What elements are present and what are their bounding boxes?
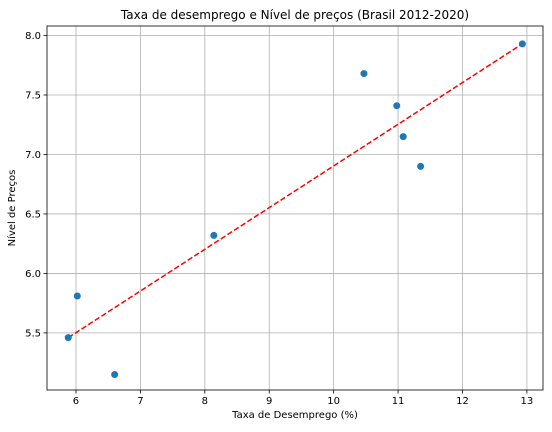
scatter-point <box>111 371 118 378</box>
y-tick-label: 6.0 <box>25 269 41 280</box>
y-tick-label: 7.5 <box>25 90 41 101</box>
x-tick-label: 11 <box>392 396 405 407</box>
scatter-point <box>400 133 407 140</box>
y-tick-label: 5.5 <box>25 328 41 339</box>
scatter-point <box>417 163 424 170</box>
x-tick-label: 13 <box>521 396 534 407</box>
x-tick-label: 12 <box>456 396 469 407</box>
scatter-point <box>74 293 81 300</box>
y-tick-label: 7.0 <box>25 150 41 161</box>
y-tick-label: 6.5 <box>25 209 41 220</box>
x-tick-label: 6 <box>73 396 79 407</box>
scatter-point <box>65 334 72 341</box>
x-tick-label: 9 <box>266 396 272 407</box>
y-tick-label: 8.0 <box>25 31 41 42</box>
scatter-point <box>519 40 526 47</box>
scatter-point <box>210 232 217 239</box>
x-tick-label: 10 <box>327 396 340 407</box>
chart-title: Taxa de desemprego e Nível de preços (Br… <box>120 8 469 22</box>
x-tick-label: 7 <box>137 396 143 407</box>
x-tick-label: 8 <box>202 396 208 407</box>
x-axis-label: Taxa de Desemprego (%) <box>231 410 358 421</box>
scatter-point <box>360 70 367 77</box>
scatter-point <box>393 102 400 109</box>
y-axis-label: Nível de Preços <box>6 170 18 247</box>
